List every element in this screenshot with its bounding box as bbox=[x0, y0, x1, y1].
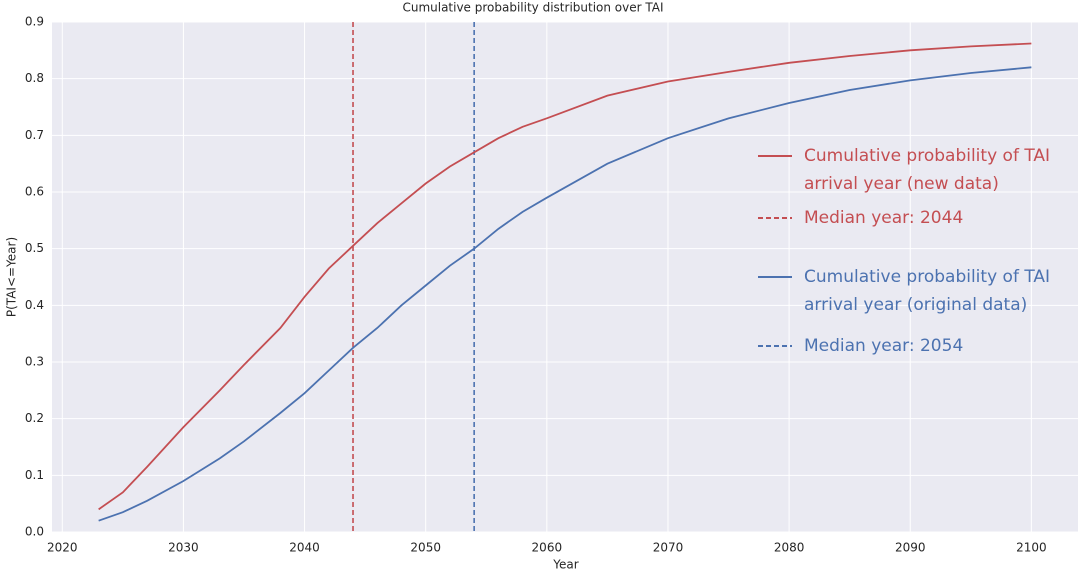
y-tick-label: 0.7 bbox=[25, 128, 44, 142]
x-tick-label: 2060 bbox=[532, 541, 563, 555]
plot-area bbox=[52, 22, 1078, 532]
y-tick-label: 0.8 bbox=[25, 71, 44, 85]
x-tick-label: 2020 bbox=[47, 541, 78, 555]
x-tick-label: 2050 bbox=[410, 541, 441, 555]
x-axis-label: Year bbox=[552, 558, 578, 571]
y-tick-label: 0.5 bbox=[25, 241, 44, 255]
legend-entry: Median year: 2054 bbox=[756, 332, 1072, 360]
legend-entry: Cumulative probability of TAI arrival ye… bbox=[756, 263, 1072, 319]
y-tick-label: 0.9 bbox=[25, 15, 44, 29]
legend-handle bbox=[758, 345, 792, 347]
series-line bbox=[98, 42, 1032, 511]
legend-handle bbox=[758, 217, 792, 219]
legend-handle bbox=[758, 276, 792, 278]
chart-title: Cumulative probability distribution over… bbox=[402, 1, 663, 15]
y-tick-label: 0.1 bbox=[25, 468, 44, 482]
y-tick-label: 0.4 bbox=[25, 298, 44, 312]
y-tick-label: 0.3 bbox=[25, 355, 44, 369]
legend-label: Median year: 2054 bbox=[804, 336, 964, 356]
legend-entry: Cumulative probability of TAI arrival ye… bbox=[756, 142, 1072, 198]
x-tick-label: 2090 bbox=[895, 541, 926, 555]
legend-label: Cumulative probability of TAI arrival ye… bbox=[804, 146, 1051, 194]
x-tick-label: 2100 bbox=[1016, 541, 1047, 555]
y-tick-label: 0.6 bbox=[25, 185, 44, 199]
legend-handle bbox=[758, 155, 792, 157]
legend-label: Median year: 2044 bbox=[804, 208, 964, 228]
x-tick-label: 2070 bbox=[653, 541, 684, 555]
legend-label: Cumulative probability of TAI arrival ye… bbox=[804, 267, 1051, 315]
y-axis-label: P(TAI<=Year) bbox=[5, 237, 19, 317]
y-tick-label: 0.2 bbox=[25, 411, 44, 425]
x-tick-label: 2030 bbox=[168, 541, 199, 555]
y-tick-label: 0.0 bbox=[25, 525, 44, 539]
x-tick-label: 2080 bbox=[774, 541, 805, 555]
x-tick-label: 2040 bbox=[289, 541, 320, 555]
series-line bbox=[98, 66, 1032, 522]
legend-entry: Median year: 2044 bbox=[756, 204, 1072, 232]
